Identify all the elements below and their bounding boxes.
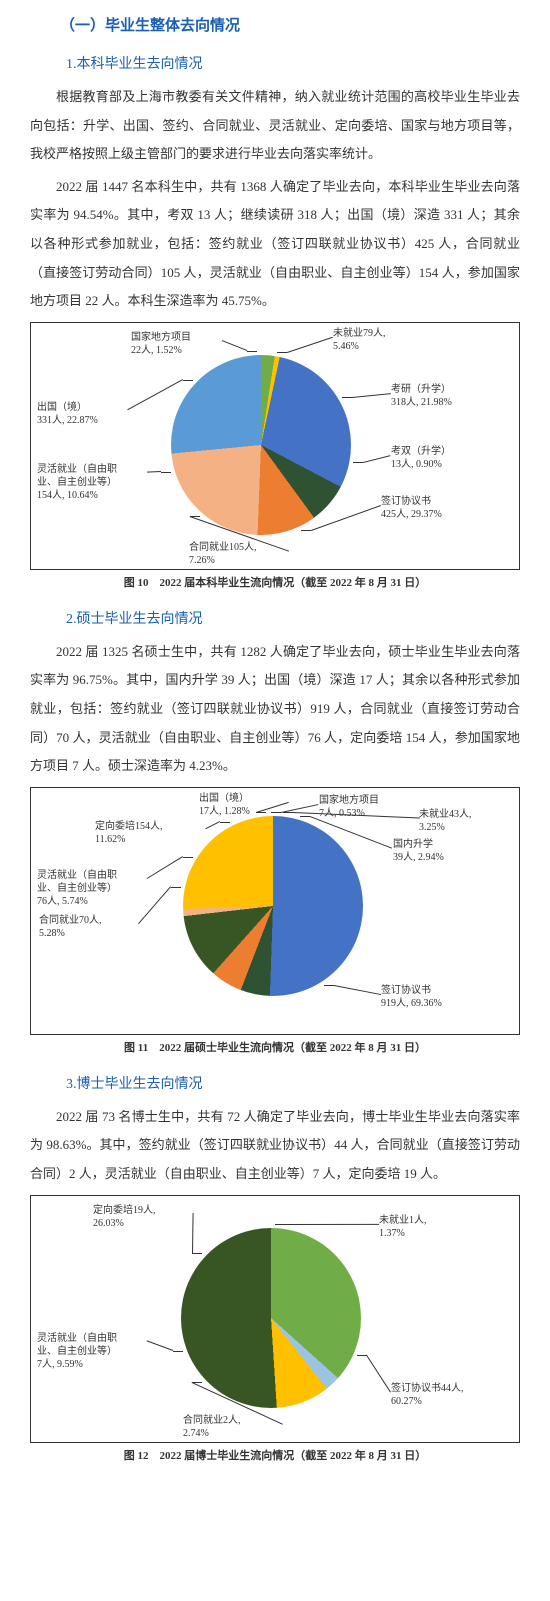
caption-2: 图 11 2022 届硕士毕业生流向情况（截至 2022 年 8 月 31 日） [30,1039,520,1055]
pie-disc [183,816,363,996]
sub-h2-2: 2.硕士毕业生去向情况 [66,608,520,628]
caption-3: 图 12 2022 届博士毕业生流向情况（截至 2022 年 8 月 31 日） [30,1447,520,1463]
pie-label: 未就业79人,5.46% [333,327,423,353]
pie-chart-master: 未就业43人,3.25% 国内升学39人, 2.94% 签订协议书919人, 69.… [30,787,520,1035]
pie-label: 灵活就业（自由职业、自主创业等）154人, 10.64% [37,463,147,502]
p-1-1: 根据教育部及上海市教委有关文件精神，纳入就业统计范围的高校毕业生毕业去向包括：升… [30,83,520,169]
pie-disc [181,1228,361,1408]
caption-1: 图 10 2022 届本科毕业生流向情况（截至 2022 年 8 月 31 日） [30,574,520,590]
pie-label: 考双（升学）13人, 0.90% [391,445,491,471]
pie-label: 出国（境）331人, 22.87% [37,401,127,427]
p-3-1: 2022 届 73 名博士生中，共有 72 人确定了毕业去向，博士毕业生毕业去向… [30,1103,520,1189]
pie-label: 签订协议书425人, 29.37% [381,495,481,521]
section-h1: （一）毕业生整体去向情况 [60,14,520,35]
p-1-2: 2022 届 1447 名本科生中，共有 1368 人确定了毕业去向，本科毕业生… [30,173,520,316]
pie-label: 未就业1人,1.37% [379,1214,469,1240]
pie-label: 国家地方项目7人, 0.53% [319,794,419,820]
p-2-1: 2022 届 1325 名硕士生中，共有 1282 人确定了毕业去向，硕士毕业生… [30,638,520,781]
pie-label: 定向委培154人,11.62% [95,820,205,846]
pie-label: 定向委培19人,26.03% [93,1204,193,1230]
pie-chart-undergrad: 未就业79人,5.46% 考研（升学）318人, 21.98% 考双（升学）13人,… [30,322,520,570]
pie-disc [171,355,351,535]
sub-h2-1: 1.本科毕业生去向情况 [66,53,520,73]
pie-label: 国内升学39人, 2.94% [393,838,493,864]
pie-label: 灵活就业（自由职业、自主创业等）7人, 9.59% [37,1332,147,1371]
sub-h2-3: 3.博士毕业生去向情况 [66,1073,520,1093]
pie-chart-phd: 未就业1人,1.37%签订协议书44人,60.27%合同就业2人,2.74%灵活… [30,1195,520,1443]
pie-label: 合同就业70人,5.28% [39,914,139,940]
pie-label: 签订协议书919人, 69.36% [381,984,481,1010]
pie-label: 签订协议书44人,60.27% [391,1382,501,1408]
pie-label: 未就业43人,3.25% [419,808,509,834]
pie-label: 国家地方项目22人, 1.52% [131,331,221,357]
pie-label: 灵活就业（自由职业、自主创业等）76人, 5.74% [37,869,147,908]
pie-label: 考研（升学）318人, 21.98% [391,383,491,409]
